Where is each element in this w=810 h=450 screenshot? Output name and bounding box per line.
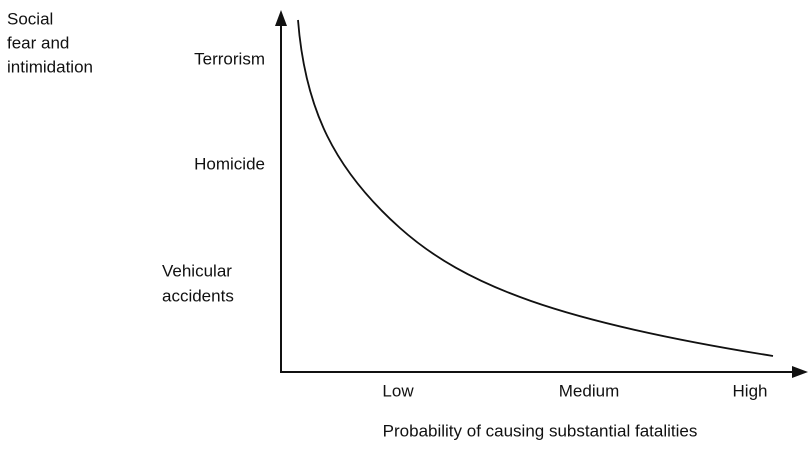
x-category: High bbox=[733, 381, 768, 400]
curve bbox=[297, 19, 774, 357]
y-axis-label: fear and bbox=[7, 33, 69, 52]
y-category: Terrorism bbox=[194, 49, 265, 68]
y-category: Homicide bbox=[194, 154, 265, 173]
y-category: Vehicular bbox=[162, 261, 232, 280]
y-axis-arrow bbox=[275, 10, 287, 26]
x-axis-label: Probability of causing substantial fatal… bbox=[383, 421, 698, 440]
y-category: accidents bbox=[162, 286, 234, 305]
x-category: Low bbox=[382, 381, 414, 400]
x-category: Medium bbox=[559, 381, 619, 400]
y-axis-label: Social bbox=[7, 9, 53, 28]
y-axis-label: intimidation bbox=[7, 57, 93, 76]
x-axis-arrow bbox=[792, 366, 808, 378]
